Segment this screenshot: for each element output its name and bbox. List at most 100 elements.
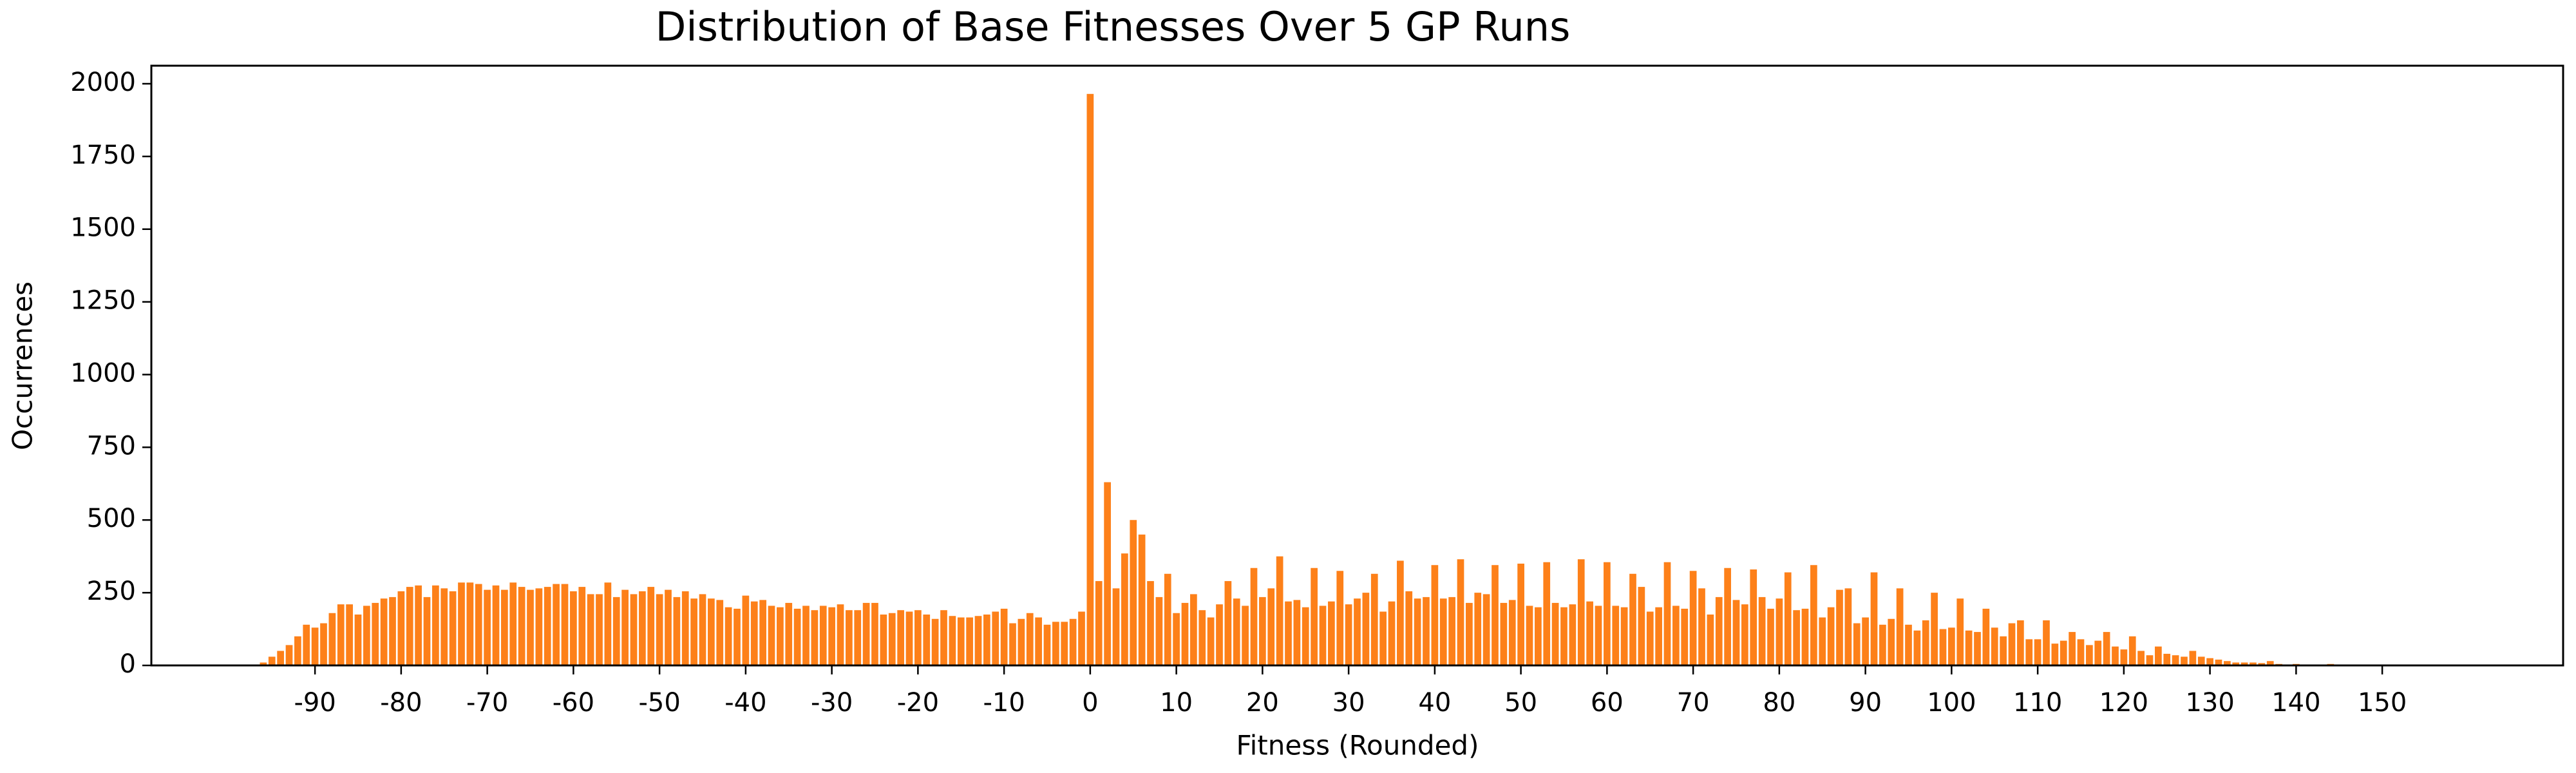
bar: [1026, 613, 1034, 665]
bar: [1896, 588, 1904, 665]
y-tick-label: 2000: [70, 68, 136, 97]
bar: [1431, 565, 1439, 665]
bar: [1173, 613, 1180, 665]
x-tick-label: 110: [2013, 688, 2062, 718]
bar: [1974, 632, 1981, 665]
y-tick-label: 750: [87, 431, 136, 461]
bar: [1362, 593, 1370, 665]
bar: [1492, 565, 1499, 665]
bar: [2189, 651, 2197, 665]
x-tick-label: -40: [724, 688, 766, 718]
bar: [1328, 601, 1335, 665]
bar: [793, 608, 801, 665]
x-tick-label: 70: [1677, 688, 1710, 718]
bar: [268, 656, 276, 665]
bar: [1198, 610, 1206, 665]
bar: [1836, 589, 1843, 665]
bar: [1035, 617, 1042, 665]
bar: [1913, 630, 1921, 665]
bar: [509, 582, 517, 665]
bar: [1595, 606, 1602, 665]
bar: [406, 587, 413, 665]
bar: [2086, 645, 2093, 665]
x-tick-label: 0: [1082, 688, 1098, 718]
bar: [277, 651, 284, 665]
bar: [596, 594, 603, 665]
bar: [750, 601, 758, 665]
bar: [1233, 598, 1240, 665]
y-tick-label: 1750: [70, 140, 136, 170]
bar: [501, 589, 508, 665]
bar: [1190, 594, 1197, 665]
bar: [578, 587, 586, 665]
bar: [570, 591, 577, 665]
bar: [1242, 606, 1249, 665]
bar: [1750, 569, 1757, 665]
bar: [1388, 601, 1396, 665]
bar: [1888, 618, 1895, 665]
bar: [2060, 640, 2067, 665]
bar: [1681, 608, 1689, 665]
bar: [1948, 627, 1955, 665]
bar: [1922, 620, 1929, 665]
bar: [1466, 602, 1473, 665]
bar: [862, 602, 870, 665]
bar: [2232, 662, 2240, 665]
bar: [303, 624, 310, 665]
bar: [1259, 596, 1266, 665]
bar: [1758, 596, 1766, 665]
x-tick-label: -60: [553, 688, 594, 718]
x-tick-label: 150: [2358, 688, 2407, 718]
bar: [2043, 620, 2050, 665]
bar: [2146, 655, 2154, 665]
bar: [837, 604, 844, 665]
bar: [1500, 602, 1508, 665]
bar: [2163, 653, 2171, 665]
bar: [397, 591, 405, 665]
bar: [2172, 655, 2179, 665]
bar: [2155, 646, 2162, 665]
bar: [656, 594, 663, 665]
bar: [1991, 627, 1998, 665]
bar: [1939, 629, 1947, 665]
x-tick-label: 130: [2185, 688, 2234, 718]
bar: [923, 614, 931, 665]
bar: [1354, 598, 1361, 665]
bar: [466, 582, 474, 665]
bar: [363, 606, 370, 665]
bar: [639, 591, 646, 665]
bar: [440, 588, 448, 665]
y-tick-label: 500: [87, 504, 136, 533]
bar: [1086, 93, 1094, 665]
x-tick-label: 80: [1763, 688, 1795, 718]
bar: [974, 616, 982, 665]
bar: [1604, 562, 1611, 665]
bar: [949, 616, 956, 665]
bar: [604, 582, 612, 665]
bar: [372, 602, 379, 665]
bar: [311, 627, 319, 665]
bar: [1732, 600, 1740, 665]
bar: [1155, 596, 1163, 665]
y-tick-label: 1500: [70, 213, 136, 243]
bar: [285, 645, 293, 665]
y-axis-label: Occurrences: [7, 282, 39, 450]
bar: [914, 610, 922, 665]
bar: [1302, 607, 1309, 665]
bar: [1655, 607, 1662, 665]
bar: [294, 636, 301, 665]
bar: [2258, 663, 2266, 665]
bar: [1293, 600, 1301, 665]
bar: [759, 600, 766, 665]
bar: [2181, 656, 2188, 665]
bar: [819, 606, 827, 665]
bar: [320, 623, 327, 665]
bar: [716, 600, 724, 665]
bar: [1370, 573, 1378, 665]
bar: [380, 598, 388, 665]
x-tick-label: -70: [466, 688, 508, 718]
bar: [897, 610, 904, 665]
y-tick-label: 0: [120, 649, 136, 679]
bar: [415, 585, 422, 665]
bar: [699, 594, 706, 665]
